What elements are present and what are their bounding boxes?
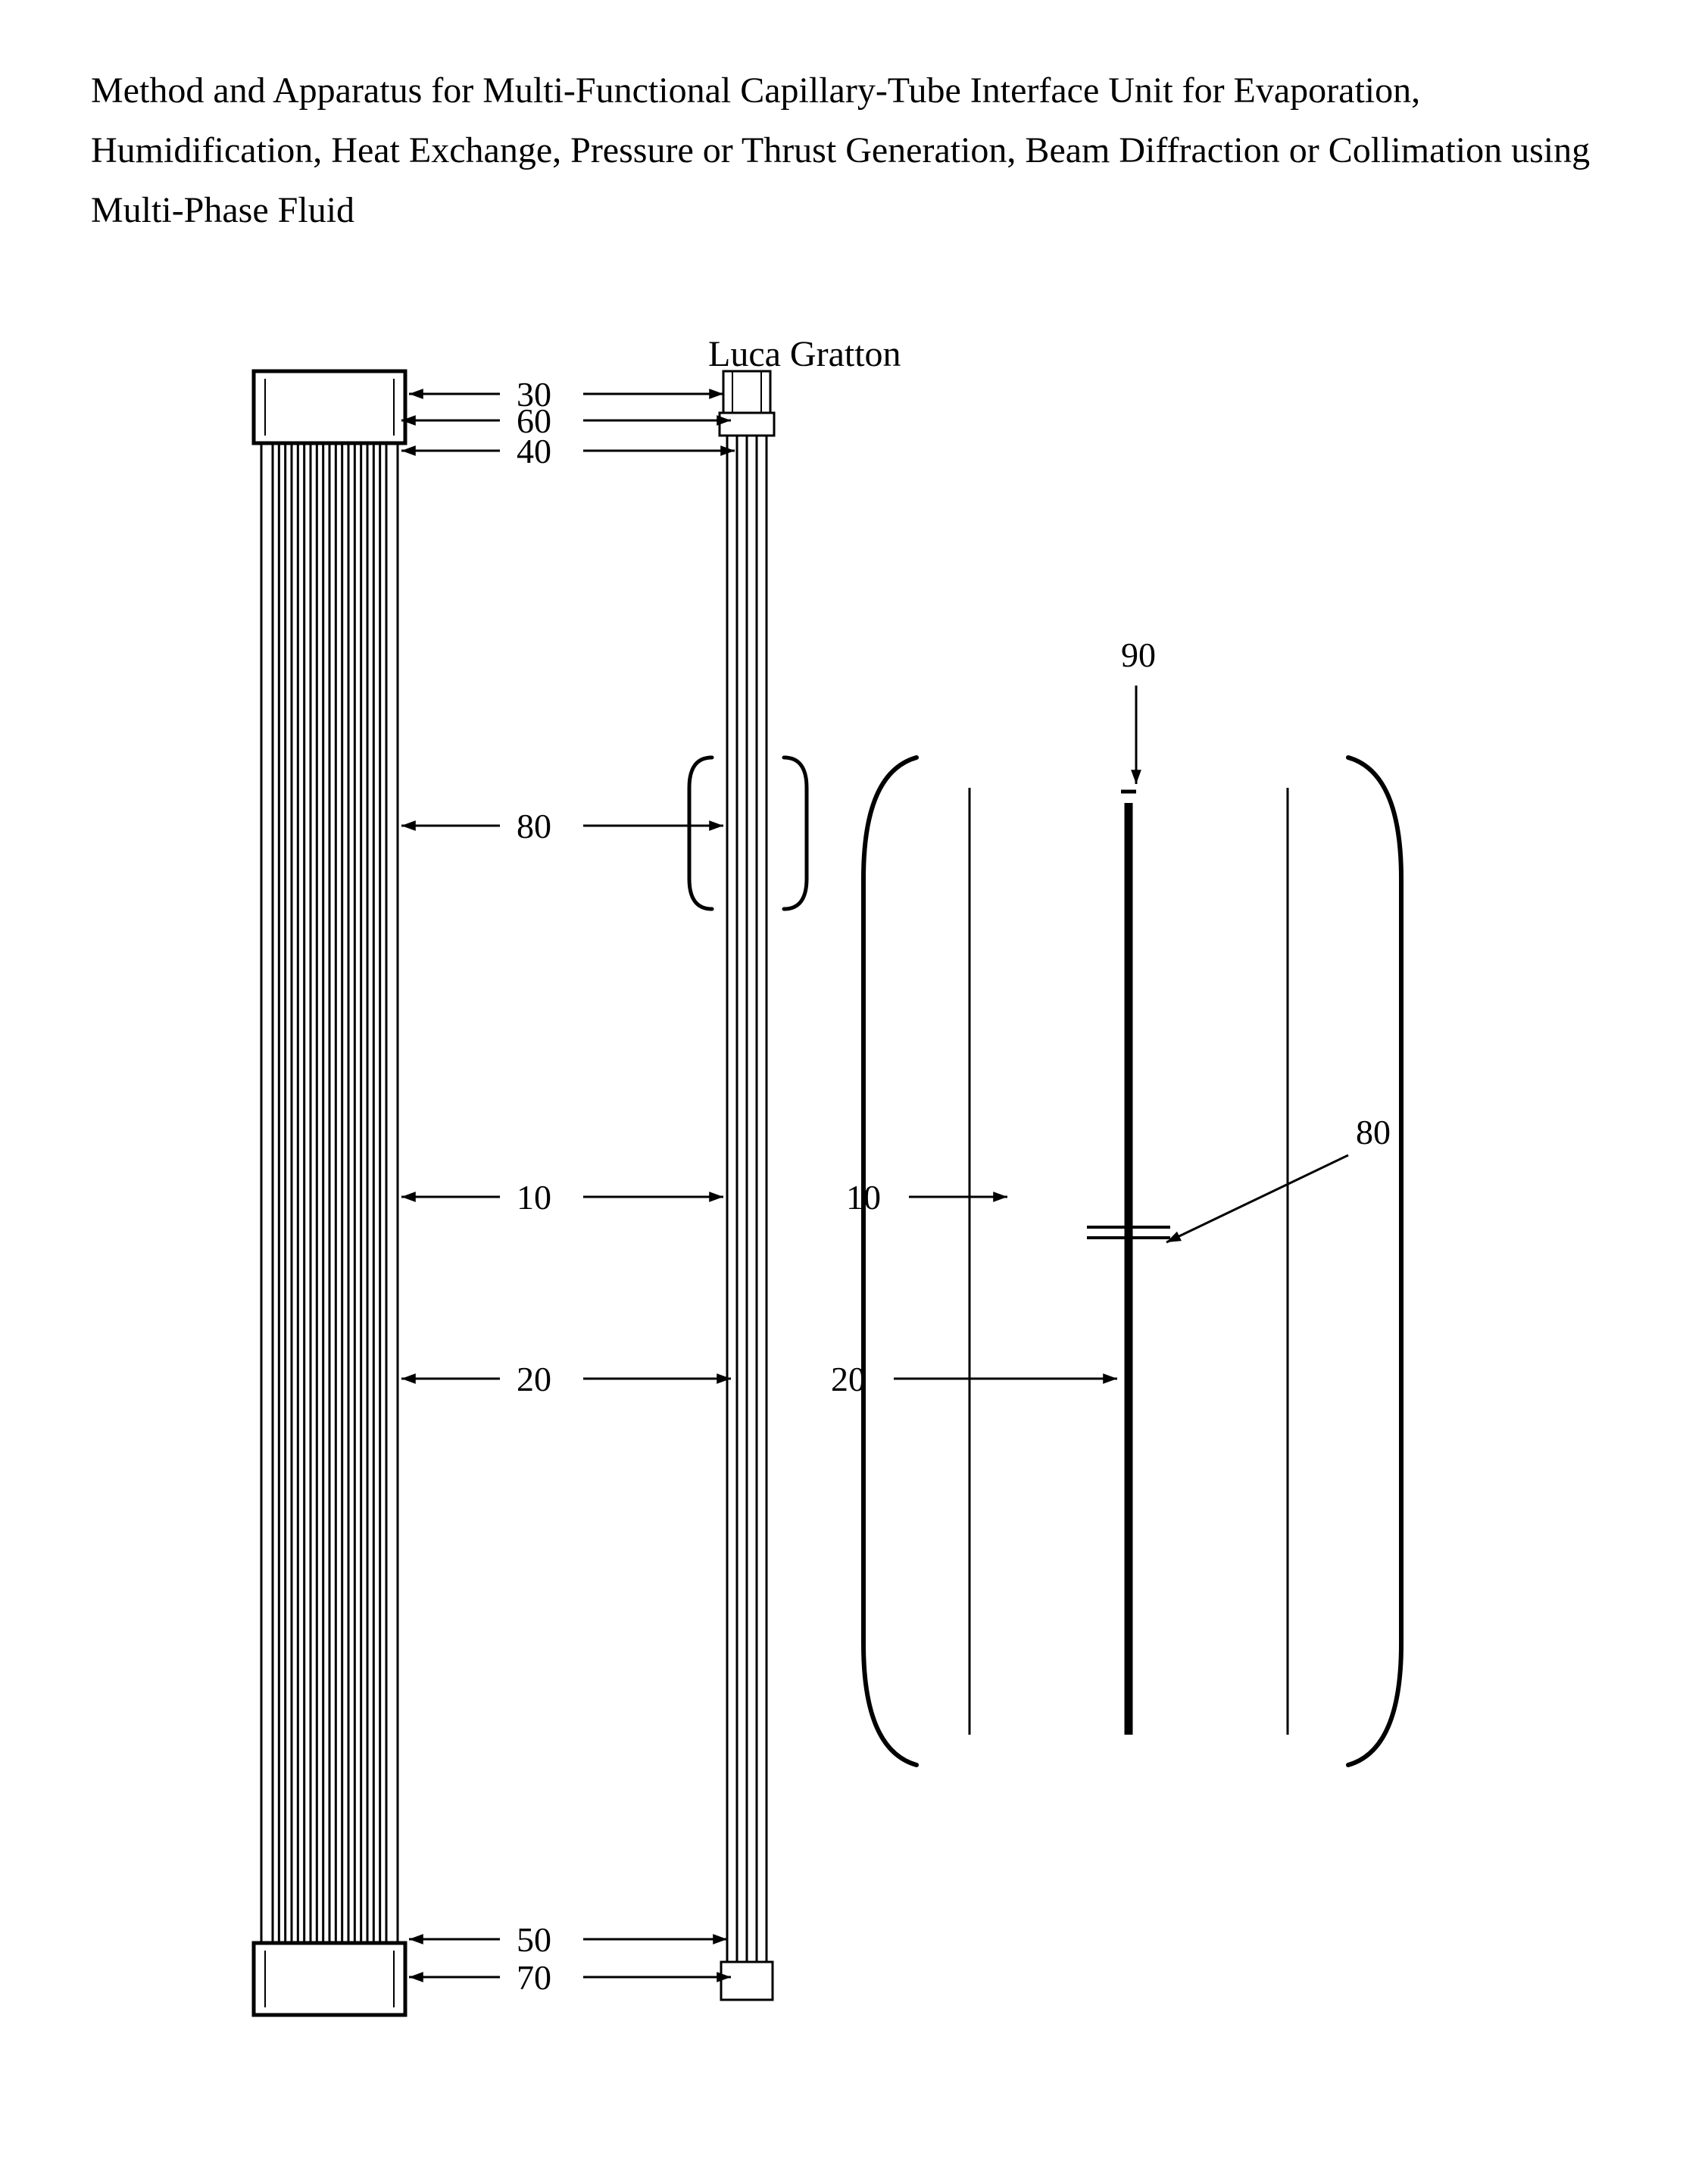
svg-text:20: 20 [517, 1360, 551, 1398]
svg-text:90: 90 [1121, 636, 1156, 674]
svg-text:80: 80 [1356, 1113, 1391, 1151]
svg-text:50: 50 [517, 1920, 551, 1959]
svg-text:10: 10 [517, 1178, 551, 1217]
svg-text:20: 20 [831, 1360, 866, 1398]
svg-text:40: 40 [517, 432, 551, 470]
patent-figure: 306040801020507010209080 [0, 0, 1708, 2171]
svg-text:80: 80 [517, 807, 551, 845]
svg-text:70: 70 [517, 1958, 551, 1997]
svg-text:10: 10 [846, 1178, 881, 1217]
